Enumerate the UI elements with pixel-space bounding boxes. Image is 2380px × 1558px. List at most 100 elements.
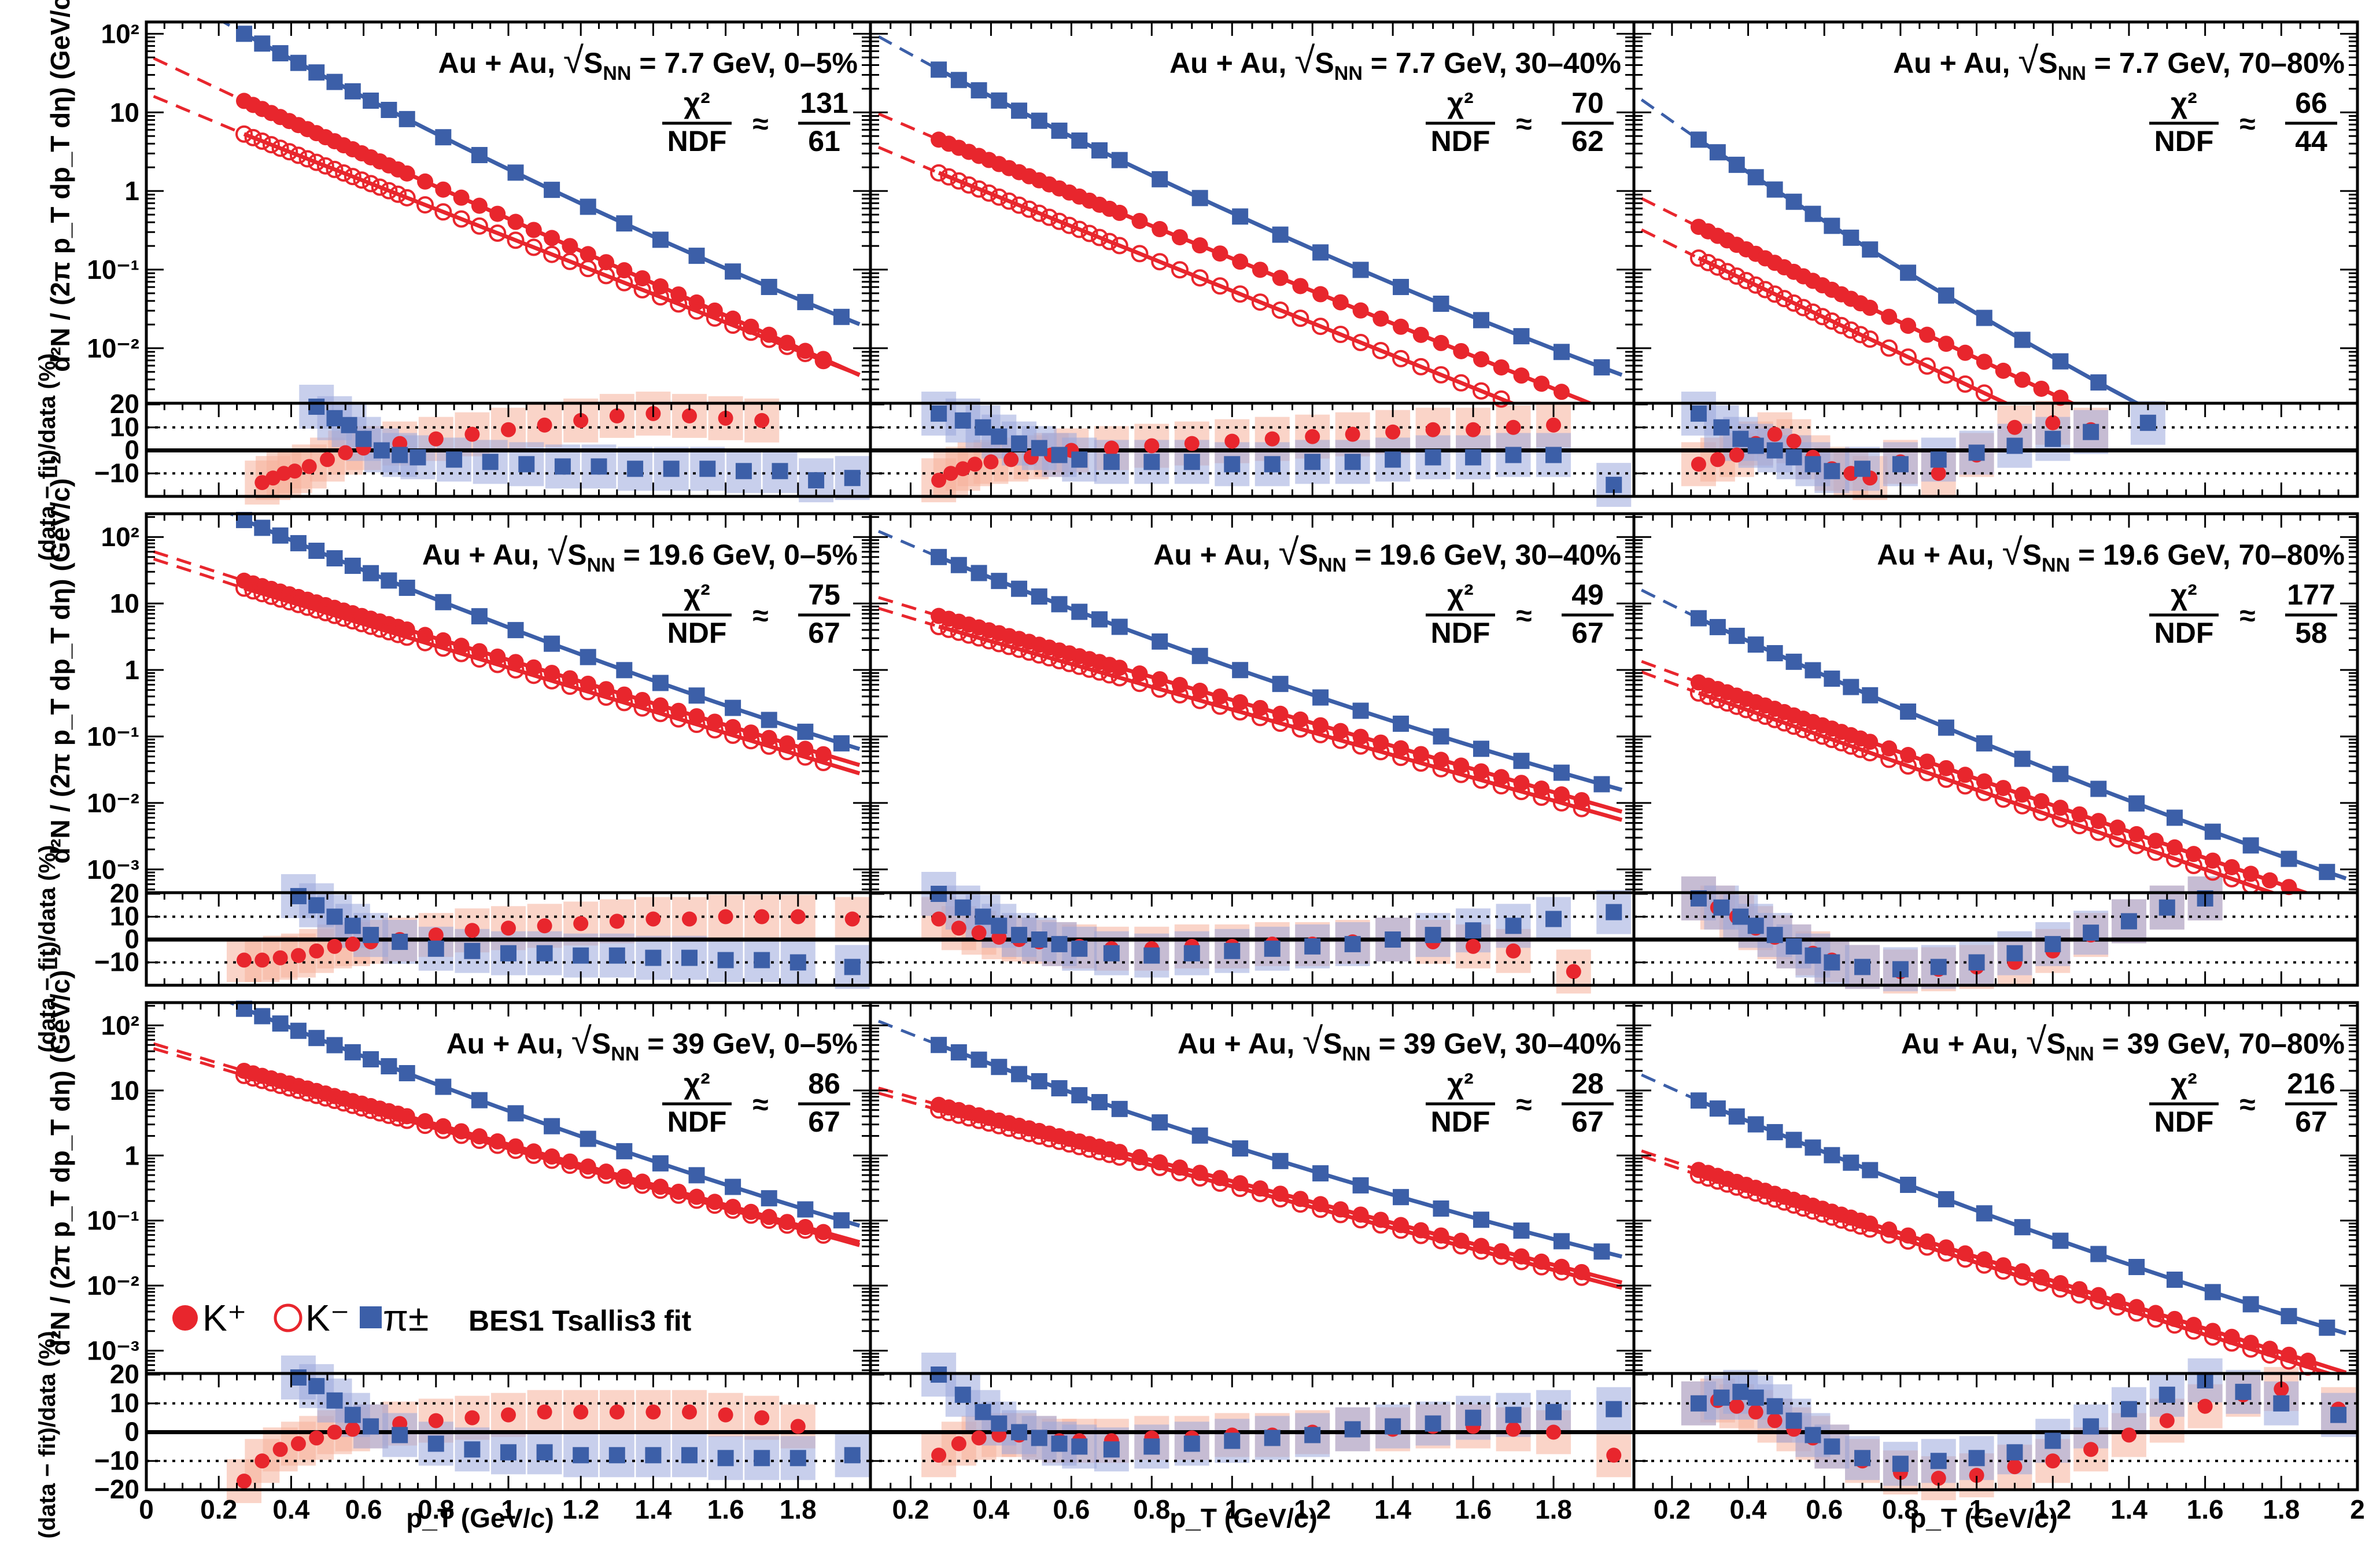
panel4-kminus-point	[980, 632, 998, 650]
panel8-pion-residual-point	[1805, 1427, 1821, 1443]
panel3-pion-residual-point	[754, 952, 770, 968]
panel1-pion-fit-extrapolation	[877, 35, 936, 69]
panel0-pion-point	[326, 73, 343, 90]
panel2-chi2-value: 66	[2295, 87, 2327, 119]
panel6-kaon-residual-point	[254, 1453, 270, 1469]
panel3-kplus-fit-extrapolation	[153, 550, 241, 581]
panel8-pion-point	[2281, 1307, 2297, 1324]
panel3-kminus-point	[742, 732, 760, 750]
panel7-kminus-point	[1452, 1237, 1470, 1255]
panel2-kminus-point	[1842, 321, 1860, 339]
panel3-pion-residual-point	[536, 945, 553, 962]
panel1-pion-residual-point	[931, 405, 947, 422]
panel2-kminus-point	[1899, 348, 1917, 366]
panel5-pion-point	[2319, 864, 2335, 881]
panel1-kplus-point	[1513, 367, 1530, 384]
panel4-pion-point	[1031, 588, 1047, 605]
panel1-kaon-residual-point	[1385, 424, 1401, 440]
panel5-kminus-point	[2223, 870, 2241, 887]
panel2-kminus-point	[1880, 339, 1898, 357]
panel0-pion-point	[580, 198, 596, 215]
panel5-kminus-point	[1832, 734, 1850, 752]
panel8-pion-point	[1709, 1100, 1726, 1117]
panel8-x-tick-label: 1.8	[2263, 1494, 2300, 1524]
panel3-kaon-residual-point	[290, 948, 306, 963]
panel7-kminus-point	[1552, 1263, 1570, 1281]
panel6-y-tick-label: 10⁻²	[87, 1270, 139, 1301]
panel6-kaon-residual-point	[272, 1442, 288, 1457]
panel0-kplus-fit-extrapolation	[153, 57, 241, 101]
panel3-residual-tick-label: −10	[94, 947, 139, 977]
panel6-kminus-point	[814, 1226, 832, 1244]
panel1-kminus-point	[990, 188, 1008, 206]
panel8-pion-residual-point	[2045, 1432, 2061, 1449]
panel3-kminus-point	[525, 666, 543, 684]
panel8-pion-residual-point	[2273, 1395, 2290, 1412]
panel1-kminus-point	[1412, 358, 1430, 375]
panel1-kminus-point	[970, 180, 988, 198]
panel1-kminus-point	[1492, 390, 1510, 408]
panel0-residual-tick-label: −10	[94, 458, 139, 488]
panel2-pion-residual-point	[1854, 461, 1871, 477]
panel5-kminus-point	[1804, 724, 1822, 742]
panel2-approx-sign: ≈	[2239, 108, 2255, 140]
panel7-kminus-point	[1071, 1137, 1088, 1155]
panel4-kaon-residual-point	[1566, 964, 1581, 979]
panel1-pion-point	[1473, 312, 1489, 329]
panel4-pion-residual-point	[1304, 938, 1321, 955]
panel3-y-tick-label: 10⁻¹	[87, 721, 139, 752]
panel3-kminus-point	[561, 677, 579, 695]
panel2-kminus-point	[1813, 308, 1831, 326]
panel4-pion-residual-point	[1465, 922, 1482, 939]
panel5-kminus-point	[1747, 704, 1765, 722]
panel3-y-tick-label: 10²	[101, 522, 139, 552]
panel0-kplus-point	[616, 262, 633, 279]
panel2-pion-point	[1728, 156, 1745, 173]
panel6-kplus-point	[471, 1128, 488, 1145]
panel3-kminus-point	[371, 620, 389, 638]
panel7-x-tick-label: 0.8	[1133, 1494, 1170, 1524]
panel5-kminus-point	[1899, 757, 1917, 775]
panel4-kminus-point	[1552, 794, 1570, 812]
panel1-kplus-point	[1232, 253, 1249, 270]
panel3-kminus-point	[289, 595, 307, 613]
panel0-chi2-symbol: χ²	[684, 87, 710, 119]
panel4-pion-point	[1312, 689, 1329, 706]
panel6-pion-point	[580, 1130, 596, 1147]
panel6-kminus-point	[362, 1102, 380, 1119]
panel5-pion-point	[1976, 735, 1992, 752]
panel2-kplus-point	[1900, 318, 1917, 334]
panel2-pion-point	[2052, 353, 2069, 370]
panel3-pion-residual-point	[326, 908, 343, 925]
panel1-kminus-point	[1211, 277, 1229, 295]
panel1-pion-point	[1433, 296, 1449, 312]
panel6-pion-point	[507, 1105, 524, 1122]
panel3-pion-point	[725, 699, 741, 716]
panel8-pion-residual-point	[1854, 1450, 1871, 1467]
panel3-kminus-point	[633, 699, 651, 717]
panel0-y-tick-label: 10	[110, 97, 139, 127]
panel7-pion-point	[1393, 1189, 1409, 1206]
panel7-pion-point	[1352, 1177, 1369, 1194]
panel2-kaon-residual-point	[1931, 466, 1946, 481]
panel3-pion-point	[398, 579, 415, 596]
panel3-pion-point	[363, 565, 379, 581]
panel6-kminus-point	[452, 1126, 470, 1144]
panel6-kplus-fit-extrapolation	[153, 1042, 241, 1071]
panel1-kminus-point	[1392, 349, 1410, 367]
panel7-pion-residual-point	[1505, 1406, 1522, 1423]
panel6-kplus-point	[507, 1138, 524, 1155]
panel1-pion-residual-point	[1011, 435, 1028, 452]
panel0-kplus-point	[507, 213, 524, 230]
panel6-kaon-residual-point	[345, 1421, 360, 1437]
panel4-pion-point	[991, 573, 1008, 590]
panel4-pion-residual-point	[1031, 931, 1047, 948]
panel6-pion-point	[797, 1201, 814, 1218]
panel7-kminus-point	[1101, 1146, 1119, 1163]
panel7-kaon-residual-point	[1606, 1447, 1622, 1463]
panel6-kaon-residual-point	[682, 1404, 697, 1420]
panel7-kminus-point	[990, 1117, 1008, 1135]
panel1-pion-residual-point	[1304, 454, 1321, 470]
panel8-annotation: Au + Au, √SNN = 39 GeV, 70–80%	[1901, 1020, 2345, 1065]
panel2-pion-point	[1690, 131, 1707, 148]
